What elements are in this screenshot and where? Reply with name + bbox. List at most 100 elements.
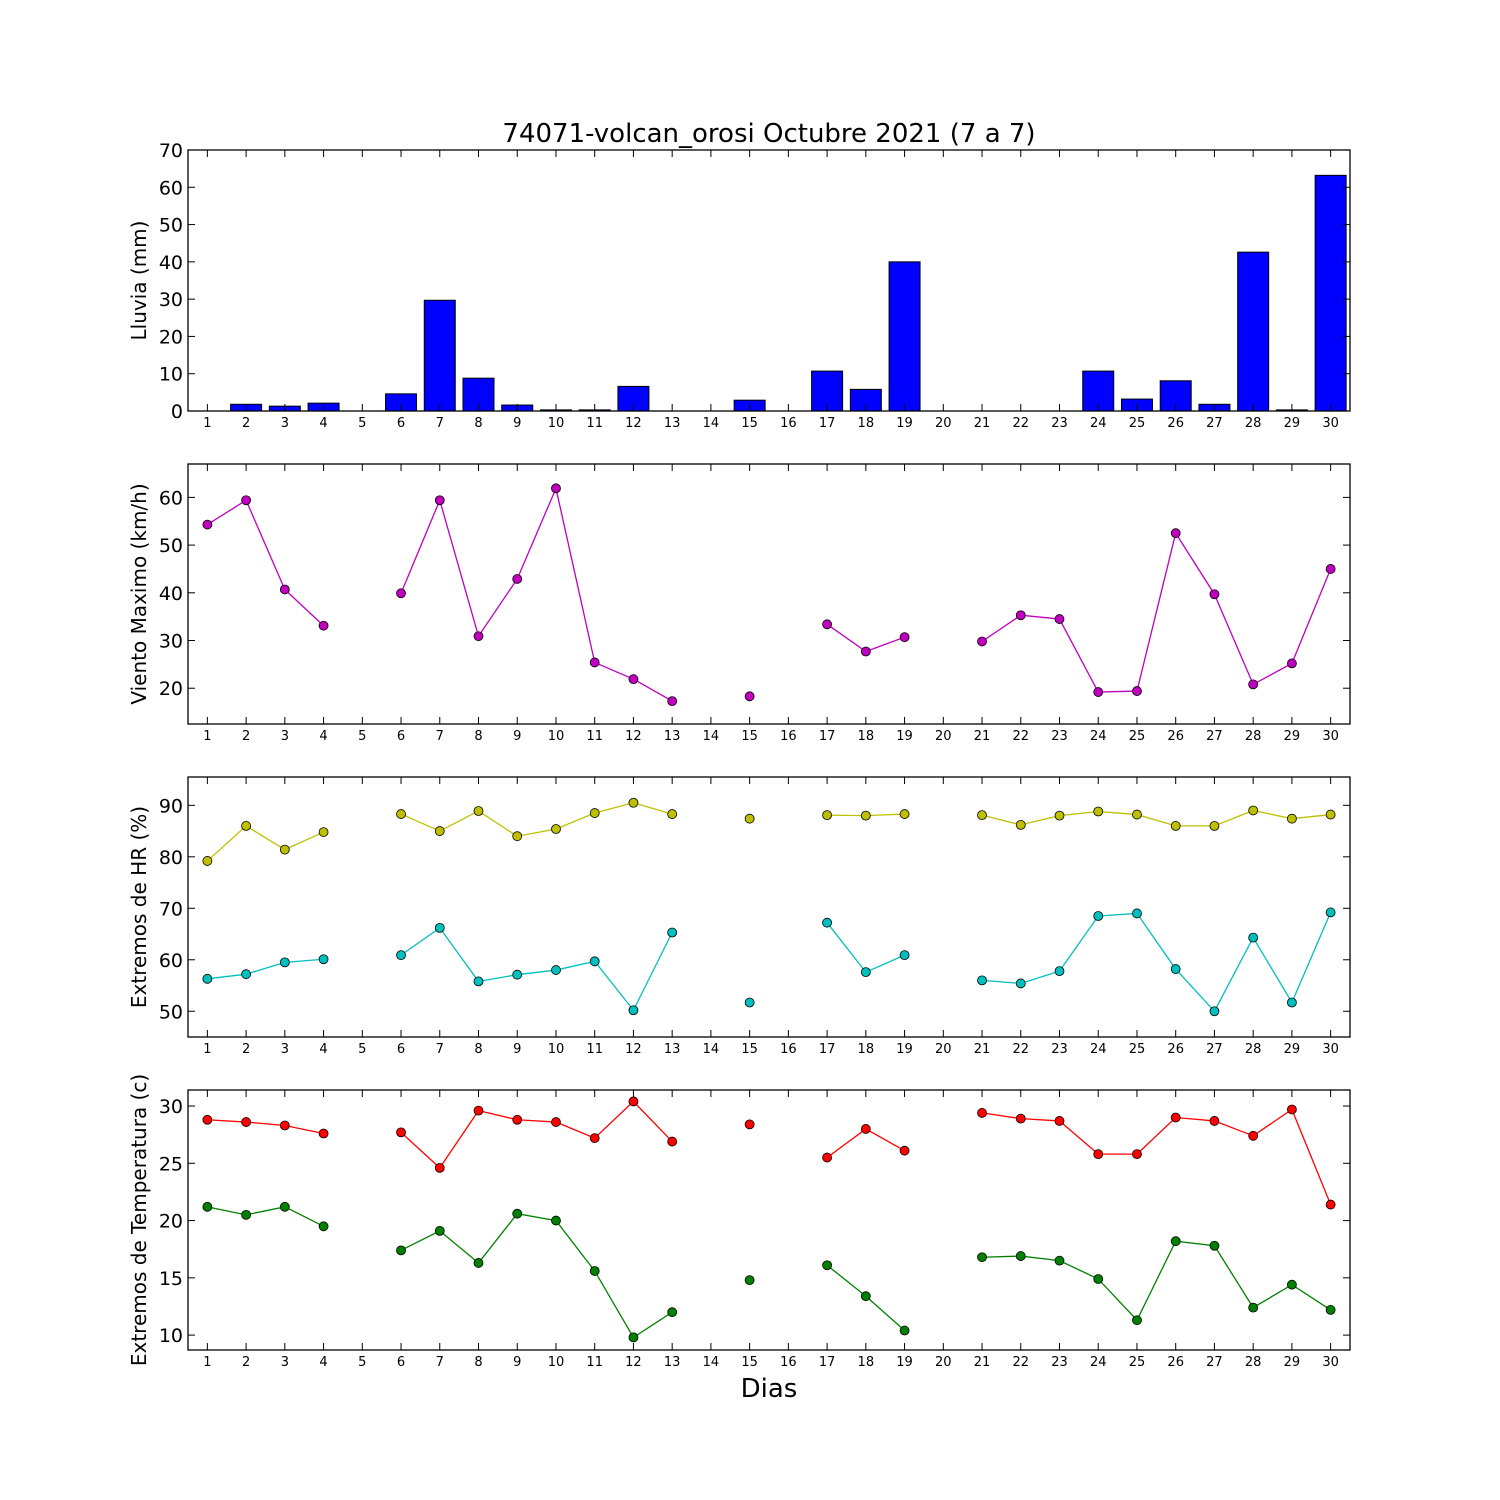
series-2-point-day-4 xyxy=(318,1221,329,1232)
series-1-line-segment-2 xyxy=(400,1100,673,1169)
series-2-line-segment-5 xyxy=(982,1240,1331,1322)
series-1-line-segment-1 xyxy=(207,499,325,627)
x-tick-label: 1 xyxy=(203,1042,211,1057)
series-2-point-day-22 xyxy=(1015,978,1026,989)
x-tick-label: 7 xyxy=(436,729,444,744)
x-tick-label: 29 xyxy=(1284,1355,1301,1370)
x-tick-label: 16 xyxy=(780,416,797,431)
x-tick-label: 5 xyxy=(358,729,366,744)
series-1-point-day-27 xyxy=(1209,1116,1220,1126)
x-tick-label: 4 xyxy=(319,729,327,744)
series-2-point-day-15 xyxy=(744,997,755,1008)
series-2-point-day-12 xyxy=(628,1005,639,1016)
series-1-point-day-8 xyxy=(473,806,484,816)
series-1-point-day-17 xyxy=(822,619,832,630)
series-1-point-day-9 xyxy=(512,831,523,842)
y-tick-label: 60 xyxy=(159,487,183,509)
x-tick-label: 20 xyxy=(935,416,952,431)
x-tick-label: 5 xyxy=(358,1355,366,1370)
x-tick-label: 14 xyxy=(703,1042,720,1057)
series-1-line-segment-2 xyxy=(400,802,673,837)
x-tick-label: 20 xyxy=(935,729,952,744)
x-tick-label: 11 xyxy=(586,416,603,431)
series-2-point-day-26 xyxy=(1170,1236,1181,1247)
x-tick-label: 12 xyxy=(625,1042,642,1057)
x-tick-label: 24 xyxy=(1090,729,1107,744)
series-2-point-day-2 xyxy=(241,969,252,980)
series-1-point-day-9 xyxy=(512,1114,523,1125)
x-tick-label: 27 xyxy=(1206,1355,1223,1370)
y-tick-label: 25 xyxy=(159,1153,183,1175)
x-tick-label: 10 xyxy=(548,416,565,431)
x-tick-label: 27 xyxy=(1206,416,1223,431)
x-tick-label: 1 xyxy=(203,416,211,431)
x-tick-label: 11 xyxy=(586,729,603,744)
x-tick-label: 9 xyxy=(513,1042,521,1057)
x-tick-label: 25 xyxy=(1129,1042,1146,1057)
x-tick-label: 23 xyxy=(1051,729,1068,744)
x-tick-label: 10 xyxy=(548,1042,565,1057)
bar-day-19 xyxy=(888,261,921,412)
x-tick-label: 19 xyxy=(896,1355,913,1370)
series-2-point-day-24 xyxy=(1093,911,1104,921)
y-tick-label: 40 xyxy=(159,252,183,274)
y-axis-label: Viento Maximo (km/h) xyxy=(127,483,151,704)
x-tick-label: 17 xyxy=(819,729,836,744)
series-1-point-day-23 xyxy=(1054,614,1065,624)
x-tick-label: 18 xyxy=(858,729,875,744)
series-2-point-day-24 xyxy=(1093,1274,1104,1284)
series-2-point-day-17 xyxy=(822,1260,832,1271)
x-tick-label: 17 xyxy=(819,1355,836,1370)
x-tick-label: 27 xyxy=(1206,1042,1223,1057)
series-2-point-day-6 xyxy=(396,1245,406,1256)
x-tick-label: 20 xyxy=(935,1355,952,1370)
x-tick-label: 12 xyxy=(625,729,642,744)
series-2-line-segment-1 xyxy=(207,958,324,980)
x-tick-label: 9 xyxy=(513,1355,521,1370)
x-tick-label: 12 xyxy=(625,416,642,431)
x-tick-label: 6 xyxy=(397,1042,405,1057)
series-1-point-day-28 xyxy=(1248,805,1259,816)
series-1-point-day-13 xyxy=(667,1136,678,1147)
x-tick-label: 21 xyxy=(974,729,991,744)
x-tick-label: 10 xyxy=(548,729,565,744)
y-tick-label: 70 xyxy=(159,898,183,920)
x-tick-label: 1 xyxy=(203,729,211,744)
series-2-point-day-10 xyxy=(551,965,561,975)
x-tick-label: 28 xyxy=(1245,1042,1262,1057)
series-1-point-day-30 xyxy=(1325,564,1336,574)
x-tick-label: 24 xyxy=(1090,416,1107,431)
series-1-point-day-18 xyxy=(860,1124,871,1134)
series-1-point-day-29 xyxy=(1287,813,1297,824)
series-1-point-day-21 xyxy=(977,636,987,647)
x-tick-label: 21 xyxy=(974,1042,991,1057)
series-2-point-day-21 xyxy=(977,975,987,986)
x-tick-label: 2 xyxy=(242,416,250,431)
series-1-point-day-18 xyxy=(860,810,871,821)
x-tick-label: 8 xyxy=(474,1042,482,1057)
series-1-point-day-3 xyxy=(279,584,290,595)
series-1-point-day-11 xyxy=(589,657,600,668)
series-2-point-day-9 xyxy=(512,1208,523,1219)
x-tick-label: 29 xyxy=(1284,729,1301,744)
series-2-point-day-23 xyxy=(1054,966,1065,976)
series-1-point-day-2 xyxy=(241,821,252,831)
y-tick-label: 30 xyxy=(159,289,183,311)
x-tick-label: 23 xyxy=(1051,416,1068,431)
series-1-point-day-12 xyxy=(628,1096,639,1107)
series-1-point-day-10 xyxy=(551,483,561,494)
series-1-point-day-25 xyxy=(1132,809,1142,820)
series-1-point-day-22 xyxy=(1015,1113,1026,1124)
series-1-point-day-25 xyxy=(1132,1149,1142,1160)
series-1-point-day-12 xyxy=(628,674,639,685)
series-2-point-day-13 xyxy=(667,1307,678,1318)
series-2-point-day-12 xyxy=(628,1332,639,1343)
x-tick-label: 22 xyxy=(1012,1355,1029,1370)
y-tick-label: 60 xyxy=(159,177,183,199)
panel-4-frame xyxy=(187,1089,1351,1351)
series-1-point-day-17 xyxy=(822,1152,832,1163)
